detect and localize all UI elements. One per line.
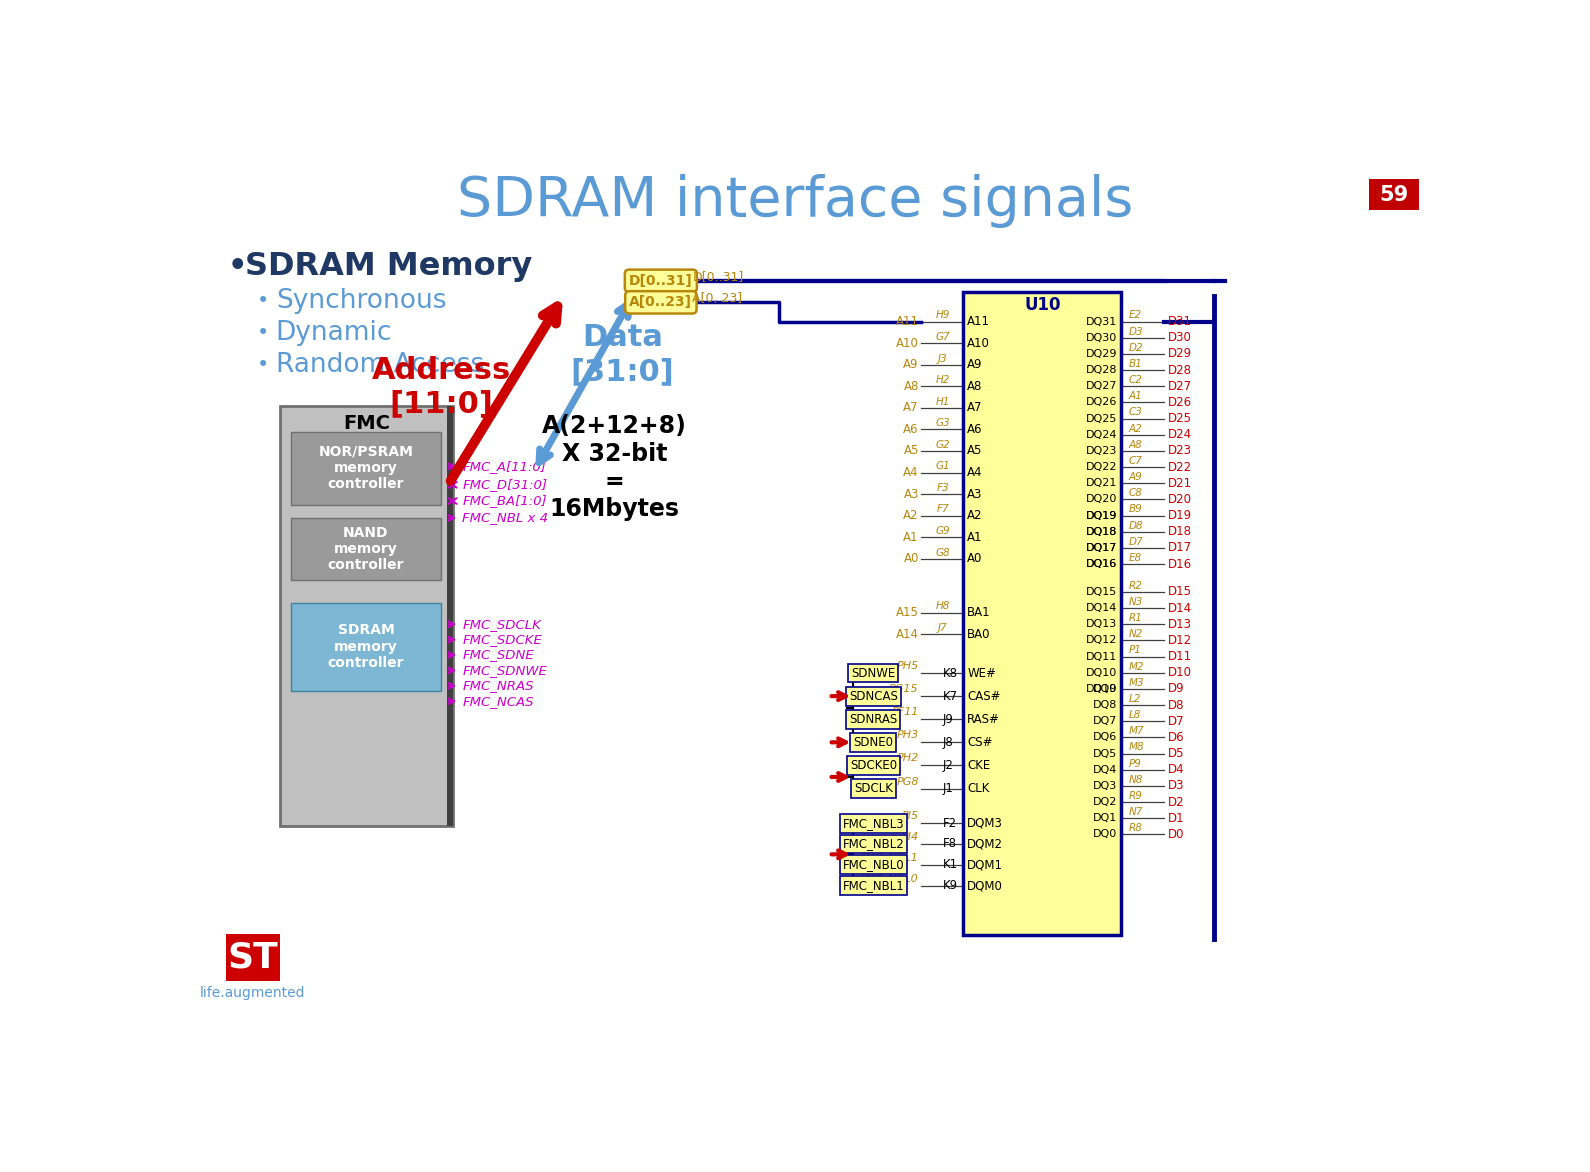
Text: •: • [256, 291, 269, 311]
Text: CKE: CKE [967, 759, 991, 772]
Text: J1: J1 [943, 782, 954, 795]
Text: D31: D31 [1167, 315, 1191, 328]
Text: C2: C2 [1129, 375, 1143, 386]
Text: FMC_SDCLK: FMC_SDCLK [463, 618, 541, 631]
Text: 59: 59 [1379, 184, 1409, 205]
Text: DQ5: DQ5 [1094, 749, 1118, 758]
Text: A2: A2 [903, 509, 919, 523]
Text: SDRAM
memory
controller: SDRAM memory controller [328, 624, 404, 669]
Text: D27: D27 [1167, 380, 1191, 393]
Text: D10: D10 [1167, 666, 1191, 680]
Bar [291, 602, 442, 691]
Text: DQ12: DQ12 [1086, 635, 1118, 646]
Text: FMC_SDCKE: FMC_SDCKE [463, 633, 542, 646]
Text: SDNCAS: SDNCAS [849, 689, 898, 703]
Text: PH5: PH5 [897, 661, 919, 672]
Text: E8: E8 [1129, 553, 1142, 563]
Text: D11: D11 [1167, 650, 1191, 663]
Text: U10: U10 [1024, 297, 1061, 314]
Text: A[0, 23]: A[0, 23] [692, 292, 743, 305]
Text: PF11: PF11 [892, 707, 919, 717]
Text: Synchronous: Synchronous [277, 288, 447, 314]
Text: D22: D22 [1167, 461, 1191, 473]
Text: H2: H2 [935, 375, 949, 386]
Text: FMC_NBL1: FMC_NBL1 [860, 852, 919, 864]
Text: DQ10: DQ10 [1086, 668, 1118, 677]
Bar [226, 934, 280, 981]
Text: M2: M2 [1129, 661, 1145, 672]
Text: A14: A14 [895, 628, 919, 641]
Text: D13: D13 [1167, 618, 1191, 631]
Text: D1: D1 [1167, 812, 1185, 825]
Text: SDRAM Memory: SDRAM Memory [245, 251, 533, 281]
Text: DQ19: DQ19 [1086, 511, 1118, 520]
Text: A1: A1 [967, 531, 983, 544]
Text: DQ19: DQ19 [1086, 511, 1118, 520]
Text: D18: D18 [1167, 525, 1191, 538]
Text: DQM3: DQM3 [967, 817, 1003, 830]
Text: Data
[31:0]: Data [31:0] [571, 323, 674, 386]
Text: J8: J8 [943, 736, 954, 749]
Text: D[0..31]: D[0..31] [692, 271, 744, 284]
Text: D8: D8 [1129, 520, 1143, 531]
Text: FMC_BA[1:0]: FMC_BA[1:0] [463, 495, 547, 507]
Text: DQM0: DQM0 [967, 879, 1003, 892]
Text: A5: A5 [967, 444, 983, 457]
Text: Random Access: Random Access [277, 353, 483, 379]
Text: •: • [256, 355, 269, 375]
Text: DQ10: DQ10 [1086, 684, 1118, 694]
Text: F3: F3 [937, 483, 949, 493]
Text: A0: A0 [903, 552, 919, 565]
Text: C8: C8 [1129, 489, 1143, 498]
Text: D23: D23 [1167, 444, 1191, 457]
Text: R9: R9 [1129, 791, 1143, 800]
Text: D16: D16 [1167, 558, 1191, 571]
Text: PG8: PG8 [897, 777, 919, 786]
Text: SDCKE0: SDCKE0 [849, 759, 897, 772]
Text: DQ1: DQ1 [1094, 813, 1118, 823]
Text: A5: A5 [903, 444, 919, 457]
Text: K7: K7 [943, 689, 957, 703]
Text: H1: H1 [935, 396, 949, 407]
Text: DQ14: DQ14 [1086, 604, 1118, 613]
Text: DQM1: DQM1 [967, 858, 1003, 871]
Text: DQ0: DQ0 [1094, 830, 1118, 839]
Bar [964, 292, 1121, 935]
Text: K1: K1 [943, 858, 957, 871]
Text: A8: A8 [967, 380, 983, 393]
Text: N8: N8 [1129, 775, 1143, 785]
Text: D3: D3 [1167, 779, 1185, 792]
Text: A(2+12+8)
X 32-bit
=
16Mbytes: A(2+12+8) X 32-bit = 16Mbytes [542, 414, 687, 522]
Text: A11: A11 [967, 315, 991, 328]
Text: DQ30: DQ30 [1086, 333, 1118, 342]
Text: DQ27: DQ27 [1086, 381, 1118, 391]
Text: SDRAM interface signals: SDRAM interface signals [458, 173, 1134, 227]
Text: DQ17: DQ17 [1086, 543, 1118, 553]
Text: NAND
memory
controller: NAND memory controller [328, 525, 404, 572]
Text: R2: R2 [1129, 580, 1143, 591]
Text: DQ23: DQ23 [1086, 447, 1118, 456]
Text: A7: A7 [967, 401, 983, 415]
Text: H8: H8 [935, 601, 949, 612]
Text: FMC_NBL x 4: FMC_NBL x 4 [463, 511, 549, 524]
Text: FMC_D[31:0]: FMC_D[31:0] [463, 478, 547, 491]
Text: N3: N3 [1129, 597, 1143, 607]
Text: D24: D24 [1167, 428, 1191, 442]
Text: DQ18: DQ18 [1086, 526, 1118, 537]
Text: D9: D9 [1167, 682, 1185, 695]
Text: E2: E2 [1129, 311, 1142, 320]
Text: M8: M8 [1129, 742, 1145, 752]
Text: DQ2: DQ2 [1092, 797, 1118, 808]
Text: G8: G8 [935, 547, 949, 558]
Text: DQ11: DQ11 [1086, 652, 1118, 661]
Text: DQ20: DQ20 [1086, 495, 1118, 504]
Text: DQ15: DQ15 [1086, 587, 1118, 597]
Text: G2: G2 [935, 440, 949, 450]
Text: RAS#: RAS# [967, 713, 1000, 725]
Text: P9: P9 [1129, 758, 1142, 769]
Text: D12: D12 [1167, 634, 1191, 647]
Text: DQ28: DQ28 [1086, 366, 1118, 375]
Text: A3: A3 [967, 488, 983, 500]
Text: K8: K8 [943, 667, 957, 680]
Text: D30: D30 [1167, 332, 1191, 345]
